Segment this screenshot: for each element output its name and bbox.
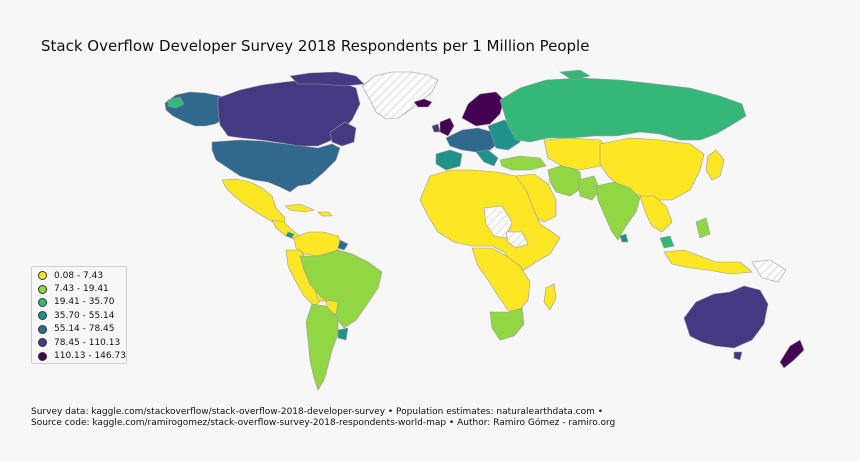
region-chile-argentina [305, 303, 339, 391]
region-new-zealand [779, 339, 805, 369]
legend-label: 55.14 - 78.45 [54, 324, 115, 335]
region-pakistan [577, 175, 601, 201]
region-iceland [413, 98, 433, 108]
region-south-africa [489, 307, 525, 341]
footer-credits: Survey data: kaggle.com/stackoverflow/st… [31, 407, 615, 429]
legend-item: 35.70 - 55.14 [38, 309, 126, 322]
region-brazil [299, 249, 383, 329]
region-italy-balkans [475, 149, 499, 167]
legend-item: 19.41 - 35.70 [38, 296, 126, 309]
legend-label: 110.13 - 146.73 [54, 351, 126, 362]
region-india [595, 181, 641, 241]
legend-item: 110.13 - 146.73 [38, 349, 126, 362]
legend-item: 0.08 - 7.43 [38, 269, 126, 282]
region-guyana [337, 239, 349, 251]
region-mexico [221, 178, 286, 225]
region-australia [683, 285, 769, 349]
legend-swatch [38, 311, 47, 321]
legend-swatch [38, 338, 47, 348]
region-caribbean [317, 211, 333, 217]
region-greenland [361, 71, 439, 120]
region-southeast-asia [639, 195, 673, 233]
region-turkey [499, 155, 547, 171]
legend-label: 19.41 - 35.70 [54, 297, 115, 308]
region-papua [751, 259, 787, 283]
region-indonesia [663, 249, 753, 275]
legend-label: 0.08 - 7.43 [54, 270, 104, 281]
region-sri-lanka [619, 233, 629, 243]
region-philippines [695, 217, 711, 239]
legend-swatch [38, 284, 47, 294]
region-malaysia [659, 235, 675, 249]
region-ireland [431, 123, 441, 133]
legend-swatch [38, 324, 47, 334]
legend-item: 55.14 - 78.45 [38, 323, 126, 336]
region-south-sudan [505, 231, 529, 249]
region-uruguay [337, 327, 349, 341]
region-costa-rica [285, 231, 295, 239]
region-china-mongolia [599, 137, 705, 201]
region-sudan [483, 205, 513, 239]
legend-item: 7.43 - 19.41 [38, 282, 126, 295]
region-iberia [435, 149, 463, 171]
region-canada-islands [289, 71, 365, 87]
region-russia [499, 77, 747, 143]
legend-label: 78.45 - 110.13 [54, 337, 121, 348]
footer-line-2: Source code: kaggle.com/ramirogomez/stac… [31, 418, 616, 428]
legend-swatch [38, 351, 47, 361]
region-cuba [284, 203, 316, 213]
region-uk [439, 117, 455, 137]
legend-item: 78.45 - 110.13 [38, 336, 126, 349]
region-canada-east [329, 121, 357, 147]
legend: 0.08 - 7.43 7.43 - 19.41 19.41 - 35.70 3… [31, 266, 127, 364]
legend-swatch [38, 297, 47, 307]
region-scandinavia [461, 91, 505, 127]
region-central-asia [543, 137, 613, 171]
region-usa [211, 139, 341, 193]
legend-label: 7.43 - 19.41 [54, 284, 109, 295]
map-title: Stack Overflow Developer Survey 2018 Res… [41, 37, 590, 55]
region-tasmania [733, 351, 743, 361]
legend-label: 35.70 - 55.14 [54, 310, 115, 321]
region-alaska-west-tip [167, 96, 185, 109]
legend-swatch [38, 271, 47, 281]
region-madagascar [543, 283, 557, 311]
region-central-africa [471, 247, 531, 313]
region-russia-north-islands [559, 69, 591, 81]
footer-line-1: Survey data: kaggle.com/stackoverflow/st… [31, 407, 604, 417]
region-korea-japan [705, 149, 725, 181]
